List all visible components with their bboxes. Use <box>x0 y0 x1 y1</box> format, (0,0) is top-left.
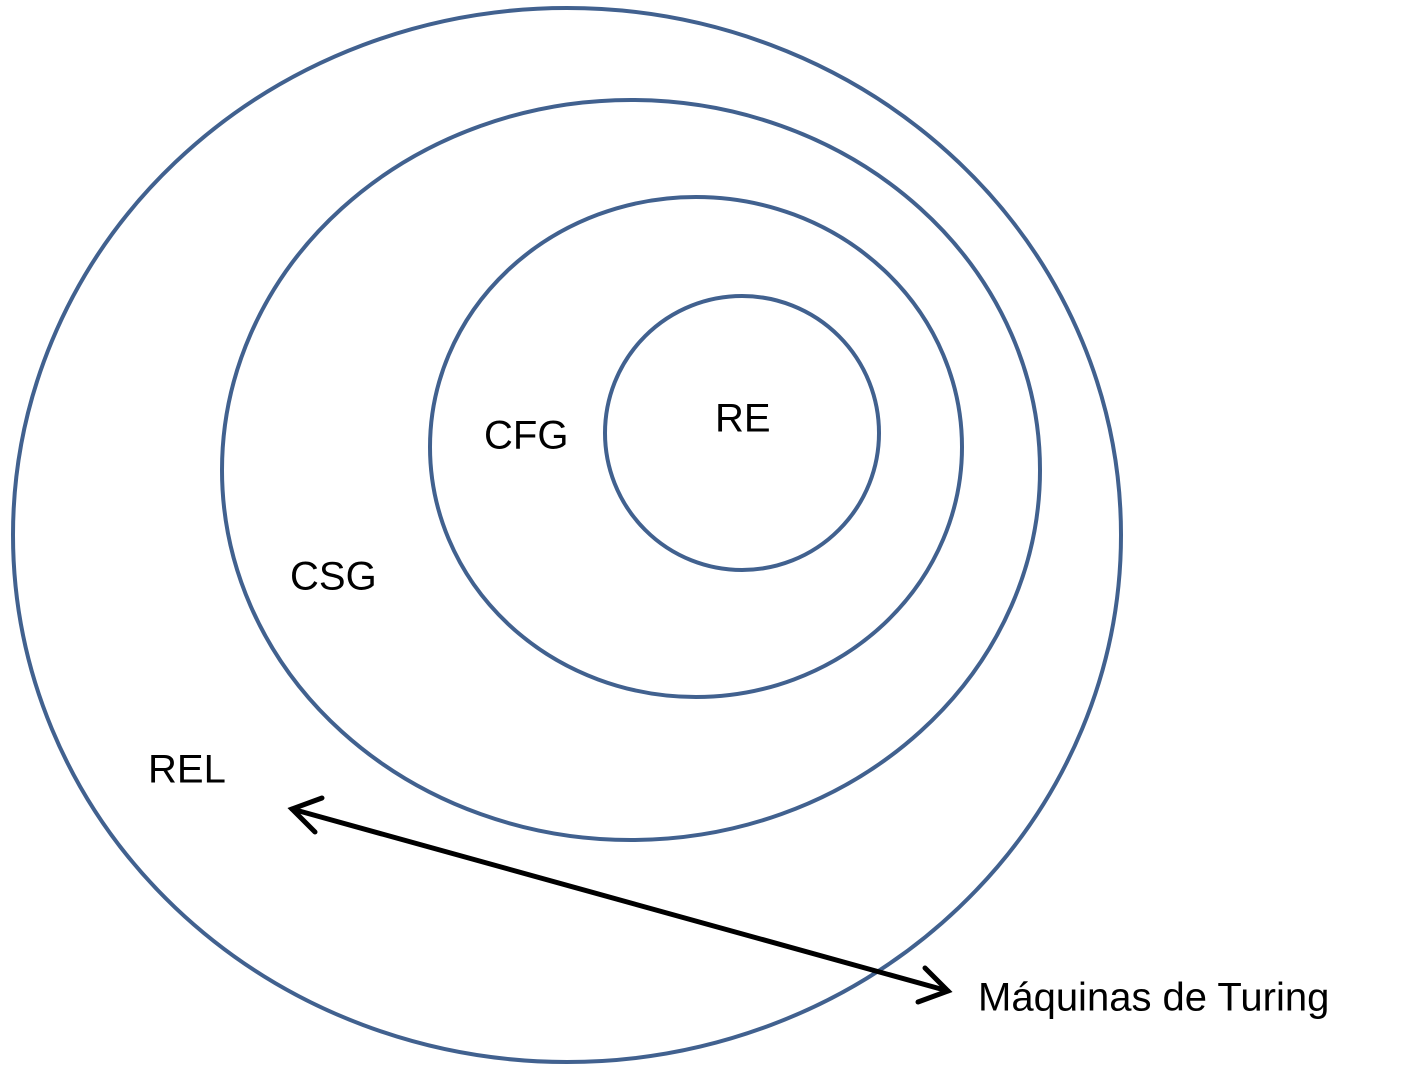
rel-region <box>11 6 1123 1064</box>
rel-label: REL <box>148 748 226 792</box>
cfg-region <box>428 195 964 699</box>
csg-label: CSG <box>290 555 377 599</box>
re-region <box>603 294 881 572</box>
turing-label: Máquinas de Turing <box>978 976 1329 1020</box>
csg-region <box>220 98 1042 842</box>
re-label: RE <box>715 397 771 441</box>
cfg-label: CFG <box>484 414 568 458</box>
double-arrow <box>287 795 953 1005</box>
